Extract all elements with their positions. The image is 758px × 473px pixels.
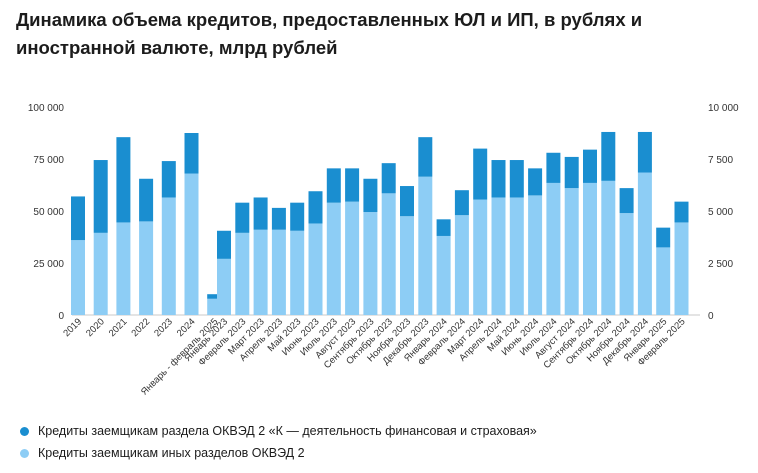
y-left-tick-label: 25 000 xyxy=(33,259,64,270)
bar-segment-financial xyxy=(564,156,579,189)
bar-segment-other xyxy=(619,213,634,315)
bar-segment-other xyxy=(271,229,286,315)
y-left-tick-label: 50 000 xyxy=(33,207,64,218)
bar-segment-other xyxy=(546,182,561,315)
bar-segment-financial xyxy=(674,201,689,223)
bar-segment-other xyxy=(235,232,250,315)
bar-segment-other xyxy=(528,195,543,315)
bar-segment-financial xyxy=(308,191,323,224)
bar-segment-financial xyxy=(601,131,616,181)
bar-segment-other xyxy=(381,193,396,315)
bar-segment-financial xyxy=(326,168,341,203)
bar-segment-financial xyxy=(656,227,671,248)
bar-segment-financial xyxy=(619,188,634,214)
bar-segment-other xyxy=(601,180,616,315)
bar-segment-other xyxy=(674,222,689,315)
bar-segment-financial xyxy=(217,230,231,259)
bar-segment-financial xyxy=(473,148,488,200)
x-tick-label: 2021 xyxy=(107,316,130,339)
bar-segment-other xyxy=(161,197,176,315)
bar-segment-financial xyxy=(93,160,108,233)
legend-swatch-financial xyxy=(20,426,29,436)
bar-segment-other xyxy=(583,182,597,315)
bar-segment-other xyxy=(436,235,451,315)
y-right-tick-label: 5 000 xyxy=(708,207,733,218)
bar-segment-other xyxy=(509,197,524,315)
bar-segment-other xyxy=(400,216,414,315)
y-right-tick-label: 7 500 xyxy=(708,155,733,166)
bar-segment-financial xyxy=(528,168,543,196)
bar-segment-financial xyxy=(345,168,360,202)
x-tick-label: 2022 xyxy=(129,316,152,339)
bar-segment-financial xyxy=(400,186,414,217)
bar-segment-other xyxy=(345,201,360,315)
bar-segment-other xyxy=(139,221,154,315)
bar-segment-financial xyxy=(454,190,469,216)
bar-segment-other xyxy=(290,230,305,315)
bar-segment-financial xyxy=(546,152,561,183)
x-tick-label: 2023 xyxy=(152,316,175,339)
bar-segment-other xyxy=(71,240,85,315)
y-left-tick-label: 100 000 xyxy=(28,103,65,114)
bar-segment-other xyxy=(308,223,323,315)
x-tick-label: 2020 xyxy=(84,316,107,339)
legend-item-other: Кредиты заемщикам иных разделов ОКВЭД 2 xyxy=(20,446,305,460)
bar-segment-financial xyxy=(253,197,268,230)
bar-segment-financial xyxy=(116,137,131,223)
bar-segment-financial xyxy=(139,178,154,222)
y-right-tick-label: 0 xyxy=(708,311,714,322)
bar-segment-financial xyxy=(207,294,222,299)
bar-segment-financial xyxy=(271,207,286,230)
legend-swatch-other xyxy=(20,448,29,458)
bar-segment-financial xyxy=(184,133,199,174)
bar-segment-other xyxy=(491,197,506,315)
bar-segment-other xyxy=(656,247,671,315)
bar-segment-other xyxy=(116,222,131,315)
y-right-tick-label: 2 500 xyxy=(708,259,733,270)
bar-segment-financial xyxy=(637,131,652,173)
bar-segment-other xyxy=(326,202,341,315)
bar-segment-other xyxy=(454,215,469,315)
y-right-tick-label: 10 000 xyxy=(708,103,739,114)
legend-label-financial: Кредиты заемщикам раздела ОКВЭД 2 «К — д… xyxy=(38,424,537,438)
bar-segment-financial xyxy=(381,163,396,194)
bar-segment-financial xyxy=(436,219,451,236)
y-left-tick-label: 75 000 xyxy=(33,155,64,166)
legend-item-financial: Кредиты заемщикам раздела ОКВЭД 2 «К — д… xyxy=(20,424,537,438)
bar-segment-other xyxy=(217,258,231,315)
bar-segment-other xyxy=(564,188,579,315)
bar-segment-financial xyxy=(583,149,597,183)
bar-segment-financial xyxy=(290,202,305,231)
bar-segment-other xyxy=(363,212,378,315)
bar-segment-financial xyxy=(235,202,250,233)
bar-segment-other xyxy=(473,199,488,315)
chart-title: Динамика объема кредитов, предоставленны… xyxy=(16,9,643,58)
legend-label-other: Кредиты заемщикам иных разделов ОКВЭД 2 xyxy=(38,446,305,460)
bar-segment-other xyxy=(418,176,433,315)
y-left-tick-label: 0 xyxy=(58,311,64,322)
x-tick-label: 2019 xyxy=(61,316,84,339)
bar-segment-financial xyxy=(418,137,433,177)
bar-segment-other xyxy=(93,232,108,315)
bar-segment-financial xyxy=(71,196,85,241)
bar-segment-other xyxy=(637,172,652,315)
bar-segment-financial xyxy=(363,178,378,213)
bar-segment-other xyxy=(253,229,268,315)
bar-segment-financial xyxy=(161,161,176,198)
bar-segment-financial xyxy=(509,160,524,198)
bar-segment-other xyxy=(184,173,199,315)
bar-segment-financial xyxy=(491,160,506,198)
